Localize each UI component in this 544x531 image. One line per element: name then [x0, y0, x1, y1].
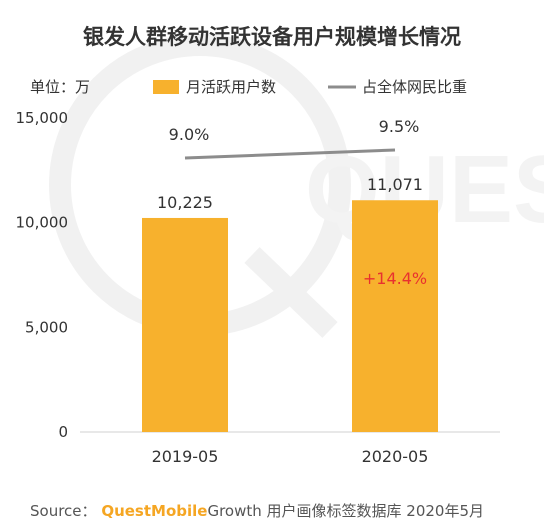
- line-value-label: 9.5%: [379, 117, 420, 136]
- legend-bar-label: 月活跃用户数: [186, 78, 276, 96]
- bar-value-label: 11,071: [367, 175, 423, 194]
- legend-bar-swatch: [153, 80, 179, 94]
- bar: [352, 200, 438, 432]
- source-text: 用户画像标签数据库 2020年5月: [266, 502, 485, 520]
- bar-series: 10,225 11,071: [142, 175, 438, 432]
- y-tick-label: 15,000: [16, 109, 69, 127]
- x-axis-labels: 2019-05 2020-05: [152, 447, 429, 466]
- growth-annotation: +14.4%: [363, 269, 427, 288]
- legend-line-label: 占全体网民比重: [362, 78, 467, 96]
- line-value-label: 9.0%: [169, 125, 210, 144]
- y-axis: 0 5,000 10,000 15,000: [16, 109, 69, 441]
- series-line: [184, 148, 396, 160]
- source-brand: QuestMobile: [101, 502, 208, 520]
- legend: 月活跃用户数 占全体网民比重: [153, 78, 467, 96]
- y-tick-label: 10,000: [16, 214, 69, 232]
- x-tick-label: 2019-05: [152, 447, 219, 466]
- source-note: Source： QuestMobileGrowth 用户画像标签数据库 2020…: [30, 500, 484, 521]
- bar: [142, 217, 228, 432]
- y-tick-label: 0: [58, 423, 68, 441]
- y-tick-label: 5,000: [25, 318, 68, 336]
- chart-title: 银发人群移动活跃设备用户规模增长情况: [83, 25, 461, 49]
- unit-label: 单位：万: [30, 78, 90, 96]
- source-brand-suffix: Growth: [207, 502, 262, 520]
- bar-value-label: 10,225: [157, 193, 213, 212]
- line-series: 9.0% 9.5%: [169, 117, 420, 160]
- x-tick-label: 2020-05: [362, 447, 429, 466]
- source-prefix: Source：: [30, 502, 97, 520]
